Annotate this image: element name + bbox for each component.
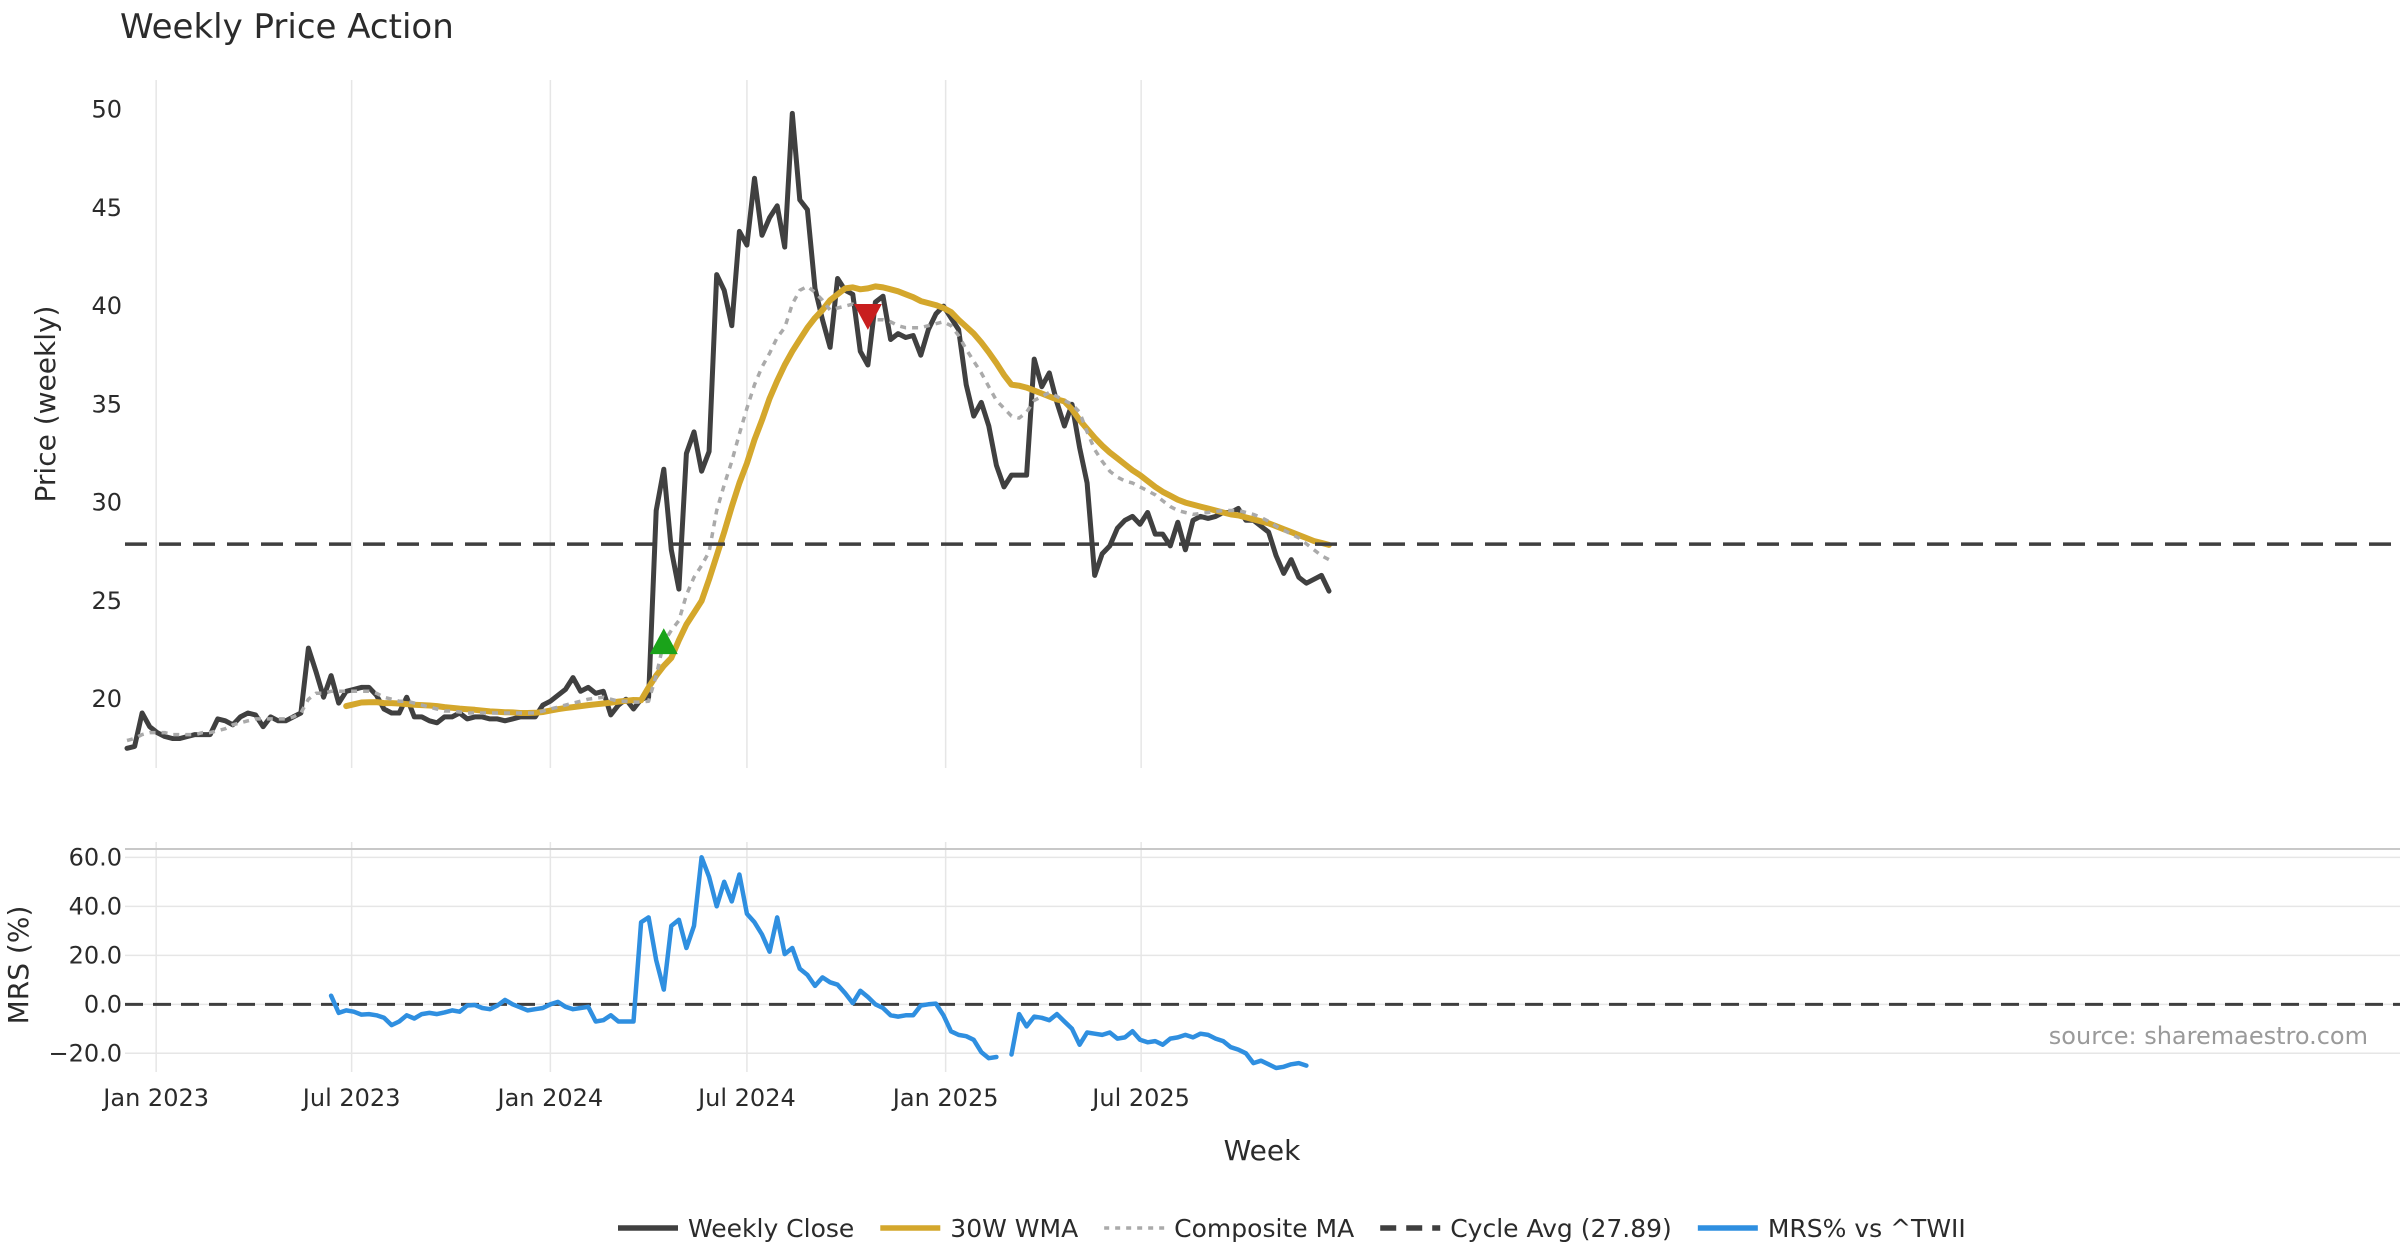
mrs-y-tick-label: 60.0 — [69, 843, 122, 871]
price-y-tick-label: 45 — [91, 194, 122, 222]
price-y-tick-label: 35 — [91, 390, 122, 418]
tick-layer: Jan 2023 Jul 2023 Jan 2024 Jul 2024 Jan 2025… — [48, 95, 1190, 1112]
x-tick-label: Jan 2023 — [101, 1084, 209, 1112]
series-mrs — [328, 855, 1309, 1071]
sell-signal-marker — [853, 303, 882, 330]
mrs-y-tick-label: 20.0 — [69, 941, 122, 969]
series-composite-ma — [126, 284, 1330, 743]
mrs-y-tick-label: 40.0 — [69, 892, 122, 920]
legend-label: MRS% vs ^TWII — [1768, 1214, 1966, 1243]
mrs-y-tick-label: −20.0 — [48, 1039, 122, 1067]
price-y-tick-label: 50 — [91, 95, 122, 123]
x-tick-label: Jan 2025 — [891, 1084, 999, 1112]
source-watermark: source: sharemaestro.com — [2049, 1022, 2368, 1050]
legend-label: Cycle Avg (27.89) — [1450, 1214, 1672, 1243]
x-tick-label: Jul 2024 — [696, 1084, 796, 1112]
price-y-tick-label: 30 — [91, 489, 122, 517]
grid-layer — [125, 80, 2400, 1072]
x-tick-label: Jan 2024 — [496, 1084, 604, 1112]
legend: Weekly Close 30W WMA Composite MA Cycle Avg… — [618, 1214, 1966, 1243]
legend-label: 30W WMA — [950, 1214, 1078, 1243]
mrs-axis-title: MRS (%) — [2, 906, 35, 1025]
buy-signal-marker — [649, 628, 678, 655]
legend-label: Composite MA — [1174, 1214, 1354, 1243]
week-axis-title: Week — [1224, 1134, 1301, 1167]
price-y-tick-label: 20 — [91, 685, 122, 713]
chart-title: Weekly Price Action — [120, 7, 454, 47]
mrs-y-tick-label: 0.0 — [84, 990, 122, 1018]
x-tick-label: Jul 2025 — [1090, 1084, 1190, 1112]
price-y-tick-label: 40 — [91, 292, 122, 320]
x-tick-label: Jul 2023 — [301, 1084, 401, 1112]
price-y-tick-label: 25 — [91, 587, 122, 615]
price-axis-title: Price (weekly) — [29, 306, 62, 503]
legend-label: Weekly Close — [688, 1214, 854, 1243]
series-weekly-close — [124, 110, 1332, 751]
series-30w-wma — [343, 283, 1332, 716]
series-layer — [124, 110, 2400, 1071]
